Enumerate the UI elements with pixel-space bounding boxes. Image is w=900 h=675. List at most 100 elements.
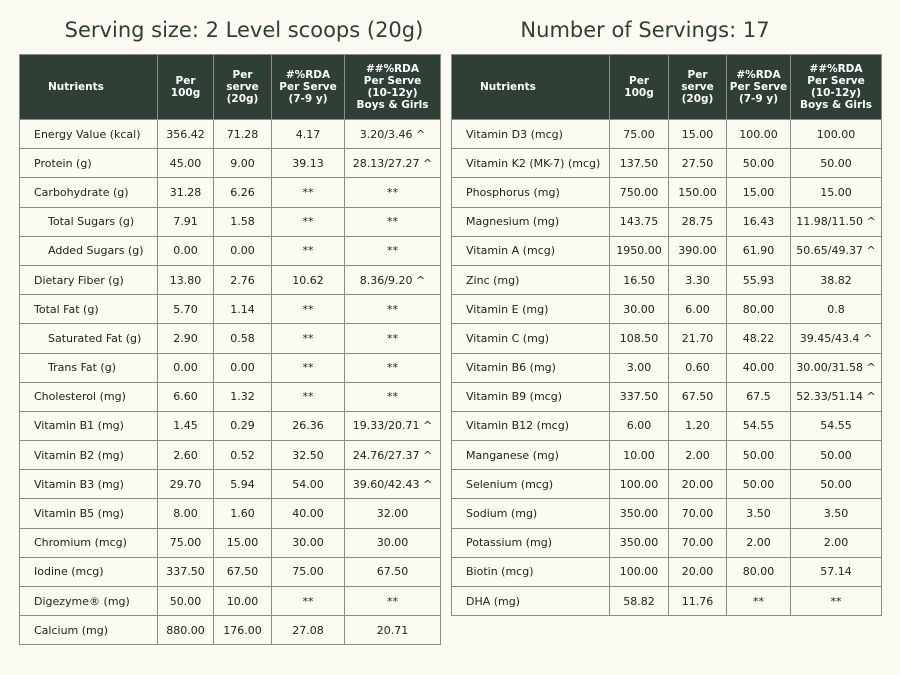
- nutrient-name: Vitamin E (mg): [451, 294, 610, 325]
- nutrient-value: 52.33/51.14 ^: [790, 381, 882, 412]
- nutrient-value: 10.62: [271, 264, 345, 296]
- nutrient-value: 6.00: [668, 294, 727, 325]
- nutrient-value: 337.50: [157, 556, 214, 588]
- nutrient-value: 11.98/11.50 ^: [790, 206, 882, 237]
- nutrient-value: **: [344, 585, 441, 617]
- nutrient-value: 6.60: [157, 381, 214, 412]
- table-row: Chromium (mcg) 75.00 15.00 30.00 30.00: [19, 527, 441, 558]
- nutrient-value: 15.00: [790, 177, 882, 208]
- nutrient-name: Calcium (mg): [19, 615, 158, 646]
- nutrient-name: Dietary Fiber (g): [19, 264, 158, 296]
- nutrient-value: 28.13/27.27 ^: [344, 148, 441, 179]
- nutrient-name: Carbohydrate (g): [19, 177, 158, 208]
- nutrient-value: 7.91: [157, 206, 214, 237]
- nutrient-value: 26.36: [271, 410, 345, 442]
- nutrient-value: 750.00: [609, 177, 669, 208]
- nutrient-value: **: [344, 352, 441, 383]
- nutrient-value: **: [344, 235, 441, 266]
- nutrient-value: 0.00: [157, 235, 214, 266]
- nutrient-value: 3.20/3.46 ^: [344, 118, 441, 150]
- nutrient-value: 58.82: [609, 585, 669, 617]
- nutrient-value: 39.45/43.4 ^: [790, 323, 882, 354]
- nutrient-name: Vitamin B2 (mg): [19, 440, 158, 471]
- nutrient-value: 1.58: [213, 206, 272, 237]
- nutrient-name: Vitamin B6 (mg): [451, 352, 610, 383]
- nutrient-value: 6.00: [609, 410, 669, 442]
- nutrient-value: 2.60: [157, 440, 214, 471]
- nutrient-value: 1.60: [213, 498, 272, 529]
- table-row: Energy Value (kcal) 356.42 71.28 4.17 3.20/3…: [19, 118, 441, 150]
- nutrient-name: Energy Value (kcal): [19, 118, 158, 150]
- nutrient-value: 30.00: [344, 527, 441, 558]
- nutrient-value: 30.00/31.58 ^: [790, 352, 882, 383]
- nutrient-value: 50.00: [790, 469, 882, 500]
- table-row: Dietary Fiber (g) 13.80 2.76 10.62 8.36/9.20…: [19, 264, 441, 296]
- header-row: Nutrients Per 100g Per serve (20g) #%RDA Pe…: [19, 54, 441, 120]
- nutrition-table-right: Nutrients Per 100g Per serve (20g) #%RDA Pe…: [451, 54, 882, 617]
- nutrient-value: 67.50: [344, 556, 441, 588]
- nutrient-value: 3.00: [609, 352, 669, 383]
- table-row: Added Sugars (g) 0.00 0.00 ** **: [19, 235, 441, 266]
- nutrient-value: 31.28: [157, 177, 214, 208]
- nutrient-name: Magnesium (mg): [451, 206, 610, 237]
- nutrient-value: 39.13: [271, 148, 345, 179]
- table-row: Phosphorus (mg) 750.00 150.00 15.00 15.00: [451, 177, 882, 208]
- nutrient-name: Zinc (mg): [451, 264, 610, 296]
- table-row: Zinc (mg) 16.50 3.30 55.93 38.82: [451, 264, 882, 296]
- nutrient-value: 20.00: [668, 469, 727, 500]
- nutrient-value: 2.00: [726, 527, 791, 558]
- table-row: Calcium (mg) 880.00 176.00 27.08 20.71: [19, 615, 441, 646]
- column-header: ##%RDA Per Serve (10-12y) Boys & Girls: [344, 54, 441, 120]
- nutrient-value: 80.00: [726, 556, 791, 588]
- nutrient-name: Potassium (mg): [451, 527, 610, 558]
- column-header: Nutrients: [19, 54, 158, 120]
- nutrient-value: 356.42: [157, 118, 214, 150]
- nutrient-value: 20.00: [668, 556, 727, 588]
- nutrient-value: 21.70: [668, 323, 727, 354]
- nutrient-value: 38.82: [790, 264, 882, 296]
- nutrient-value: **: [271, 352, 345, 383]
- nutrient-name: Total Sugars (g): [19, 206, 158, 237]
- nutrient-name: Selenium (mcg): [451, 469, 610, 500]
- table-row: Manganese (mg) 10.00 2.00 50.00 50.00: [451, 440, 882, 471]
- nutrient-name: Vitamin B9 (mcg): [451, 381, 610, 412]
- nutrient-value: 75.00: [609, 118, 669, 150]
- table-row: Vitamin E (mg) 30.00 6.00 80.00 0.8: [451, 294, 882, 325]
- nutrient-value: 54.55: [726, 410, 791, 442]
- nutrient-value: 16.43: [726, 206, 791, 237]
- nutrient-value: 5.70: [157, 294, 214, 325]
- nutrient-value: 40.00: [726, 352, 791, 383]
- nutrient-value: **: [271, 294, 345, 325]
- table-row: Saturated Fat (g) 2.90 0.58 ** **: [19, 323, 441, 354]
- nutrient-value: 0.8: [790, 294, 882, 325]
- nutrient-value: **: [344, 323, 441, 354]
- table-row: Vitamin B9 (mcg) 337.50 67.50 67.5 52.33/51.…: [451, 381, 882, 412]
- table-row: Vitamin B12 (mcg) 6.00 1.20 54.55 54.55: [451, 410, 882, 442]
- nutrient-name: Vitamin B5 (mg): [19, 498, 158, 529]
- column-header: Nutrients: [451, 54, 610, 120]
- nutrient-value: 8.00: [157, 498, 214, 529]
- nutrient-value: 143.75: [609, 206, 669, 237]
- nutrient-value: 1950.00: [609, 235, 669, 266]
- nutrient-value: 15.00: [726, 177, 791, 208]
- nutrient-value: 50.00: [790, 148, 882, 179]
- nutrient-value: 0.00: [213, 352, 272, 383]
- left-title: Serving size: 2 Level scoops (20g): [64, 18, 424, 42]
- table-row: Biotin (mcg) 100.00 20.00 80.00 57.14: [451, 556, 882, 588]
- nutrient-value: **: [271, 206, 345, 237]
- nutrient-value: 100.00: [726, 118, 791, 150]
- nutrient-value: 0.29: [213, 410, 272, 442]
- table-row: Cholesterol (mg) 6.60 1.32 ** **: [19, 381, 441, 412]
- nutrient-value: **: [271, 177, 345, 208]
- nutrient-value: 27.08: [271, 615, 345, 646]
- right-title: Number of Servings: 17: [520, 18, 770, 42]
- nutrient-value: 100.00: [609, 469, 669, 500]
- nutrient-value: 28.75: [668, 206, 727, 237]
- nutrient-value: 45.00: [157, 148, 214, 179]
- nutrient-name: Vitamin A (mcg): [451, 235, 610, 266]
- nutrient-value: **: [344, 177, 441, 208]
- nutrient-value: 100.00: [609, 556, 669, 588]
- nutrient-name: Iodine (mcg): [19, 556, 158, 588]
- nutrient-value: 39.60/42.43 ^: [344, 469, 441, 500]
- nutrient-value: 32.00: [344, 498, 441, 529]
